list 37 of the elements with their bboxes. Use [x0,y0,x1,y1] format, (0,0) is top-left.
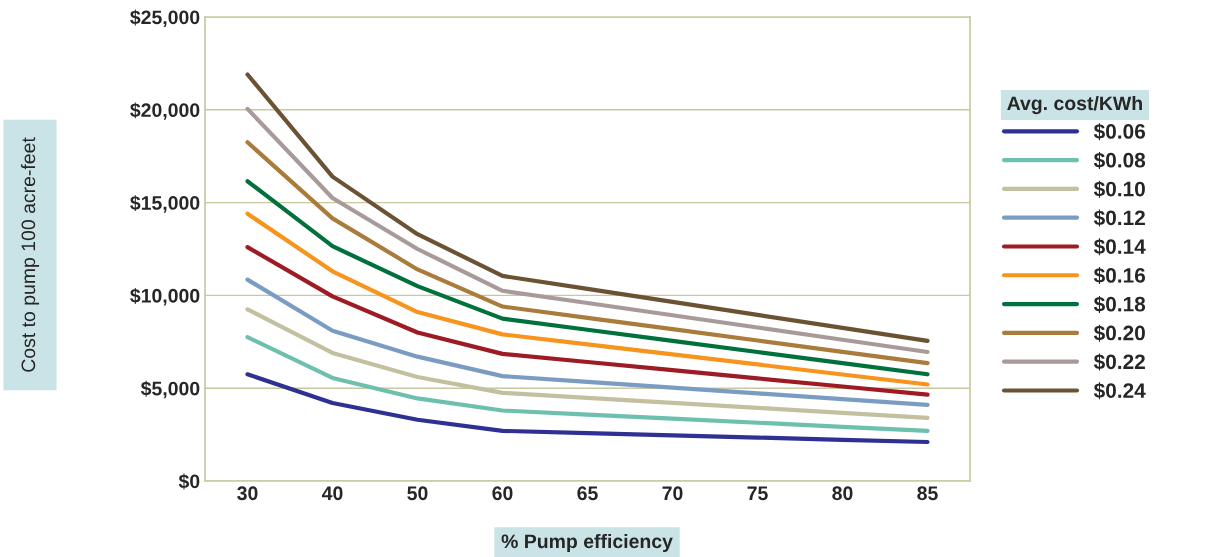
x-tick-label: 75 [747,486,768,501]
x-tick-label: 85 [917,486,938,501]
y-tick-label: $5,000 [140,380,200,399]
legend-label: $0.20 [1093,324,1145,342]
line-series [245,211,930,387]
line-series [245,72,930,343]
line-series [245,245,930,397]
legend-label: $0.08 [1093,151,1146,169]
legend-label: $0.12 [1093,209,1145,227]
x-tick-label: 80 [832,486,853,501]
line-series [245,140,930,366]
y-tick-label: $15,000 [130,195,200,213]
legend-label: $0.18 [1093,295,1146,313]
x-tick-label: 50 [407,486,428,501]
x-tick-label: 65 [577,486,598,501]
y-axis-title: Cost to pump 100 acre-feet [20,137,40,372]
y-tick-label: $10,000 [130,288,200,306]
line-series [245,179,930,377]
y-tick-label: $20,000 [130,102,200,120]
line-series [245,335,930,433]
x-tick-label: 60 [492,486,513,501]
line-series [245,372,930,445]
x-axis-title: % Pump efficiency [501,533,673,553]
line-series [245,106,930,355]
legend-label: $0.16 [1093,267,1146,285]
legend-label: $0.24 [1093,382,1146,400]
legend-label: $0.14 [1093,238,1146,256]
line-series [245,277,930,407]
y-tick-label: $0 [178,473,200,490]
y-tick-label: $25,000 [130,9,200,28]
x-tick-label: 40 [321,486,343,501]
x-tick-label: 30 [237,486,258,501]
legend-title: Avg. cost/KWh [1007,95,1142,115]
legend-label: $0.22 [1093,353,1145,371]
x-tick-label: 70 [662,486,683,501]
legend-label: $0.10 [1093,180,1145,198]
legend-label: $0.06 [1093,123,1146,141]
